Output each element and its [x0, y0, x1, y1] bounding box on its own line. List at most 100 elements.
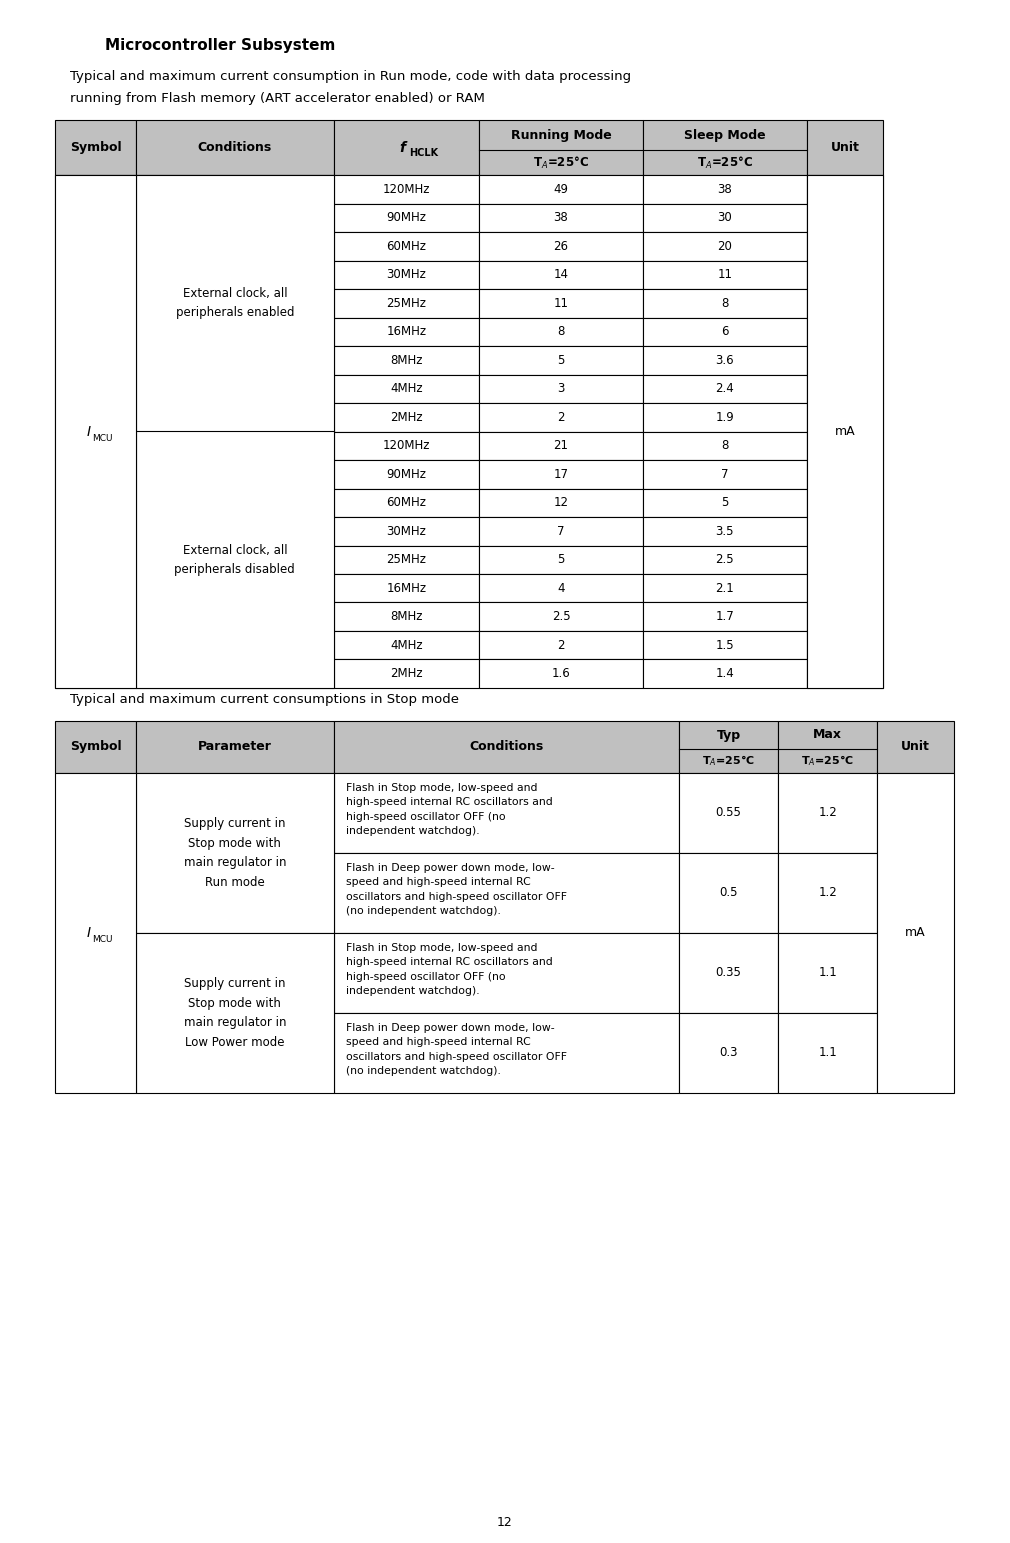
- Bar: [55, 546, 136, 574]
- Text: running from Flash memory (ART accelerator enabled) or RAM: running from Flash memory (ART accelerat…: [70, 93, 485, 105]
- Text: 1.4: 1.4: [715, 667, 734, 680]
- Bar: [479, 602, 643, 631]
- Bar: [333, 721, 679, 773]
- Text: 6: 6: [721, 326, 728, 338]
- Text: 4MHz: 4MHz: [390, 383, 423, 395]
- Bar: [136, 460, 333, 489]
- Text: 0.55: 0.55: [715, 807, 741, 819]
- Bar: [807, 174, 883, 688]
- Bar: [643, 517, 807, 546]
- Bar: [333, 574, 479, 602]
- Bar: [679, 934, 778, 1014]
- Bar: [679, 773, 778, 853]
- Bar: [136, 432, 333, 460]
- Bar: [55, 231, 136, 261]
- Bar: [333, 289, 479, 318]
- Bar: [136, 574, 333, 602]
- Bar: [333, 403, 479, 432]
- Bar: [807, 631, 883, 659]
- Bar: [807, 174, 883, 204]
- Text: 60MHz: 60MHz: [387, 239, 426, 253]
- Text: 5: 5: [558, 554, 565, 566]
- Bar: [643, 318, 807, 346]
- Bar: [333, 602, 479, 631]
- Text: Sleep Mode: Sleep Mode: [684, 128, 766, 142]
- Bar: [55, 432, 136, 460]
- Bar: [55, 174, 136, 204]
- Bar: [333, 375, 479, 403]
- Text: 30MHz: 30MHz: [387, 525, 426, 539]
- Bar: [807, 659, 883, 688]
- Bar: [136, 346, 333, 375]
- Bar: [679, 1014, 778, 1092]
- Text: Conditions: Conditions: [469, 741, 543, 753]
- Text: 90MHz: 90MHz: [387, 211, 426, 224]
- Bar: [479, 432, 643, 460]
- Text: T$_A$=25°C: T$_A$=25°C: [697, 154, 752, 171]
- Text: 120MHz: 120MHz: [383, 182, 430, 196]
- Bar: [479, 489, 643, 517]
- Text: Supply current in
Stop mode with
main regulator in
Run mode: Supply current in Stop mode with main re…: [184, 818, 286, 889]
- Bar: [333, 174, 479, 204]
- Bar: [807, 546, 883, 574]
- Bar: [643, 489, 807, 517]
- Text: f: f: [399, 140, 405, 154]
- Text: 38: 38: [717, 182, 732, 196]
- Bar: [55, 631, 136, 659]
- Bar: [333, 546, 479, 574]
- Text: 0.35: 0.35: [715, 966, 741, 980]
- Bar: [55, 346, 136, 375]
- Bar: [807, 403, 883, 432]
- Text: 11: 11: [553, 296, 569, 310]
- Bar: [479, 375, 643, 403]
- Text: 0.3: 0.3: [719, 1046, 737, 1060]
- Text: MCU: MCU: [92, 434, 113, 443]
- Bar: [333, 934, 679, 1014]
- Text: 3: 3: [558, 383, 565, 395]
- Text: 12: 12: [553, 497, 569, 509]
- Bar: [479, 204, 643, 231]
- Text: 1.2: 1.2: [818, 887, 837, 900]
- Bar: [679, 721, 778, 773]
- Bar: [55, 318, 136, 346]
- Bar: [55, 204, 136, 231]
- Bar: [136, 174, 333, 204]
- Text: 25MHz: 25MHz: [387, 554, 426, 566]
- Bar: [479, 659, 643, 688]
- Bar: [807, 261, 883, 289]
- Bar: [55, 602, 136, 631]
- Text: Flash in Deep power down mode, low-
speed and high-speed internal RC
oscillators: Flash in Deep power down mode, low- spee…: [345, 863, 567, 917]
- Bar: [807, 346, 883, 375]
- Text: Flash in Stop mode, low-speed and
high-speed internal RC oscillators and
high-sp: Flash in Stop mode, low-speed and high-s…: [345, 943, 552, 997]
- Bar: [878, 773, 953, 1092]
- Bar: [643, 289, 807, 318]
- Bar: [643, 174, 807, 204]
- Bar: [333, 261, 479, 289]
- Bar: [643, 546, 807, 574]
- Text: Parameter: Parameter: [198, 741, 272, 753]
- Text: 1.1: 1.1: [818, 966, 837, 980]
- Bar: [136, 120, 333, 174]
- Bar: [136, 204, 333, 231]
- Text: 5: 5: [721, 497, 728, 509]
- Text: 21: 21: [553, 440, 569, 452]
- Bar: [807, 120, 883, 174]
- Text: 1.7: 1.7: [715, 609, 734, 623]
- Bar: [333, 318, 479, 346]
- Bar: [643, 204, 807, 231]
- Bar: [479, 231, 643, 261]
- Text: 60MHz: 60MHz: [387, 497, 426, 509]
- Text: I: I: [87, 926, 91, 940]
- Bar: [136, 318, 333, 346]
- Bar: [333, 853, 679, 934]
- Bar: [333, 120, 479, 174]
- Bar: [807, 517, 883, 546]
- Bar: [136, 432, 333, 688]
- Bar: [479, 261, 643, 289]
- Bar: [55, 403, 136, 432]
- Bar: [807, 602, 883, 631]
- Text: 38: 38: [553, 211, 569, 224]
- Text: 30MHz: 30MHz: [387, 268, 426, 281]
- Bar: [643, 460, 807, 489]
- Text: Symbol: Symbol: [70, 140, 121, 154]
